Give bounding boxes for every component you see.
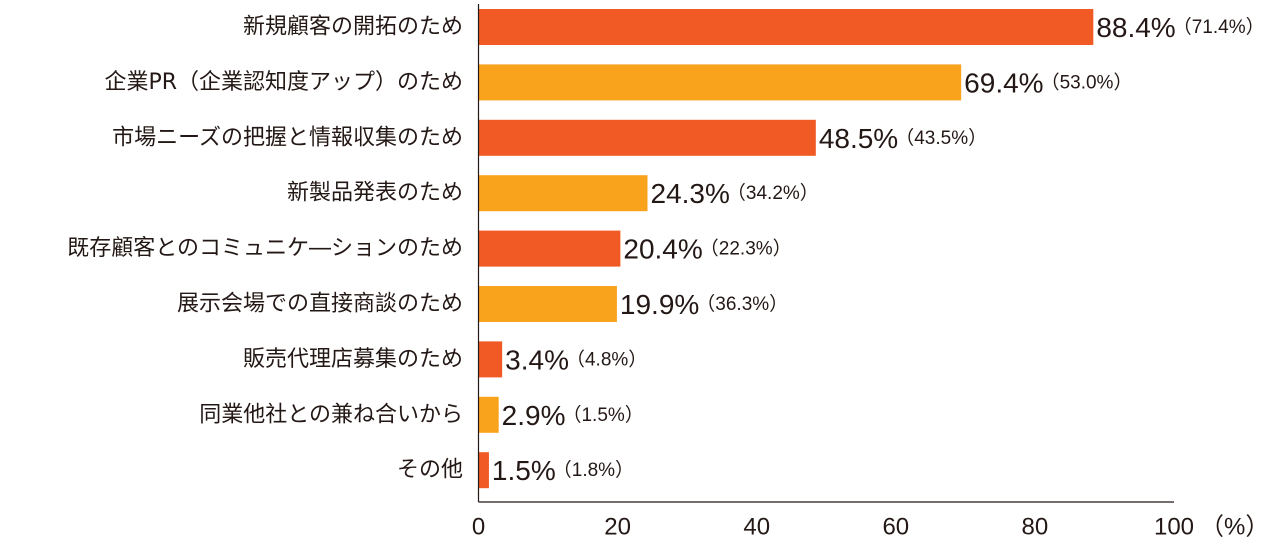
x-unit-label: （%）: [1200, 514, 1269, 539]
x-tick-label-60: 60: [882, 514, 909, 539]
value-label-4: 24.3%（34.2%）: [651, 178, 819, 209]
x-tick-label-0: 0: [472, 514, 485, 539]
value-label-9: 1.5%（1.8%）: [492, 455, 634, 486]
bar-7: [478, 341, 503, 378]
value-percent-2: 69.4%: [964, 67, 1043, 98]
previous-value-7: （4.8%）: [566, 348, 647, 370]
x-tick-label-40: 40: [743, 514, 770, 539]
bar-5: [478, 230, 621, 267]
bar-3: [478, 119, 816, 156]
category-label-4: 新製品発表のため: [287, 181, 463, 206]
value-percent-1: 88.4%: [1096, 12, 1175, 43]
previous-value-8: （1.5%）: [562, 403, 643, 425]
previous-value-2: （53.0%）: [1041, 71, 1133, 93]
category-label-8: 同業他社との兼ね合いから: [199, 402, 463, 427]
value-percent-7: 3.4%: [505, 344, 569, 375]
x-tick-label-20: 20: [604, 514, 631, 539]
bar-4: [478, 175, 648, 212]
bar-8: [478, 396, 499, 433]
previous-value-3: （43.5%）: [895, 126, 987, 148]
previous-value-6: （36.3%）: [696, 293, 788, 315]
value-label-6: 19.9%（36.3%）: [620, 289, 788, 320]
value-percent-4: 24.3%: [651, 178, 730, 209]
value-label-2: 69.4%（53.0%）: [964, 67, 1132, 98]
previous-value-4: （34.2%）: [727, 182, 819, 204]
bar-6: [478, 286, 617, 322]
category-label-3: 市場ニーズの把握と情報収集のため: [112, 125, 463, 150]
value-label-5: 20.4%（22.3%）: [623, 233, 791, 264]
category-label-7: 販売代理店募集のため: [243, 347, 463, 372]
category-label-5: 既存顧客とのコミュニケ―ションのため: [67, 236, 463, 261]
previous-value-1: （71.4%）: [1173, 16, 1265, 38]
category-labels-layer: 新規顧客の開拓のため企業PR（企業認知度アップ）のため市場ニーズの把握と情報収集…: [67, 15, 463, 483]
value-percent-8: 2.9%: [502, 399, 566, 430]
value-percent-9: 1.5%: [492, 455, 556, 486]
category-label-6: 展示会場での直接商談のため: [177, 292, 463, 317]
x-axis: 0 20 40 60 80 100 （%）: [472, 4, 1269, 539]
value-label-8: 2.9%（1.5%）: [502, 399, 644, 430]
bar-2: [478, 64, 962, 101]
bars-layer: [478, 9, 1094, 489]
x-tick-label-100: 100: [1154, 514, 1194, 539]
x-tick-label-80: 80: [1022, 514, 1049, 539]
value-label-7: 3.4%（4.8%）: [505, 344, 647, 375]
value-percent-5: 20.4%: [623, 233, 702, 264]
bar-1: [478, 9, 1094, 45]
previous-value-9: （1.8%）: [553, 459, 634, 481]
category-label-2: 企業PR（企業認知度アップ）のため: [104, 70, 463, 95]
category-label-1: 新規顧客の開拓のため: [243, 15, 463, 40]
value-percent-3: 48.5%: [819, 122, 898, 153]
bar-9: [478, 452, 489, 489]
value-labels-layer: 88.4%（71.4%）69.4%（53.0%）48.5%（43.5%）24.3…: [492, 12, 1265, 486]
category-label-9: その他: [397, 458, 463, 483]
value-percent-6: 19.9%: [620, 289, 699, 320]
value-label-3: 48.5%（43.5%）: [819, 122, 987, 153]
previous-value-5: （22.3%）: [700, 237, 792, 259]
value-label-1: 88.4%（71.4%）: [1096, 12, 1264, 43]
